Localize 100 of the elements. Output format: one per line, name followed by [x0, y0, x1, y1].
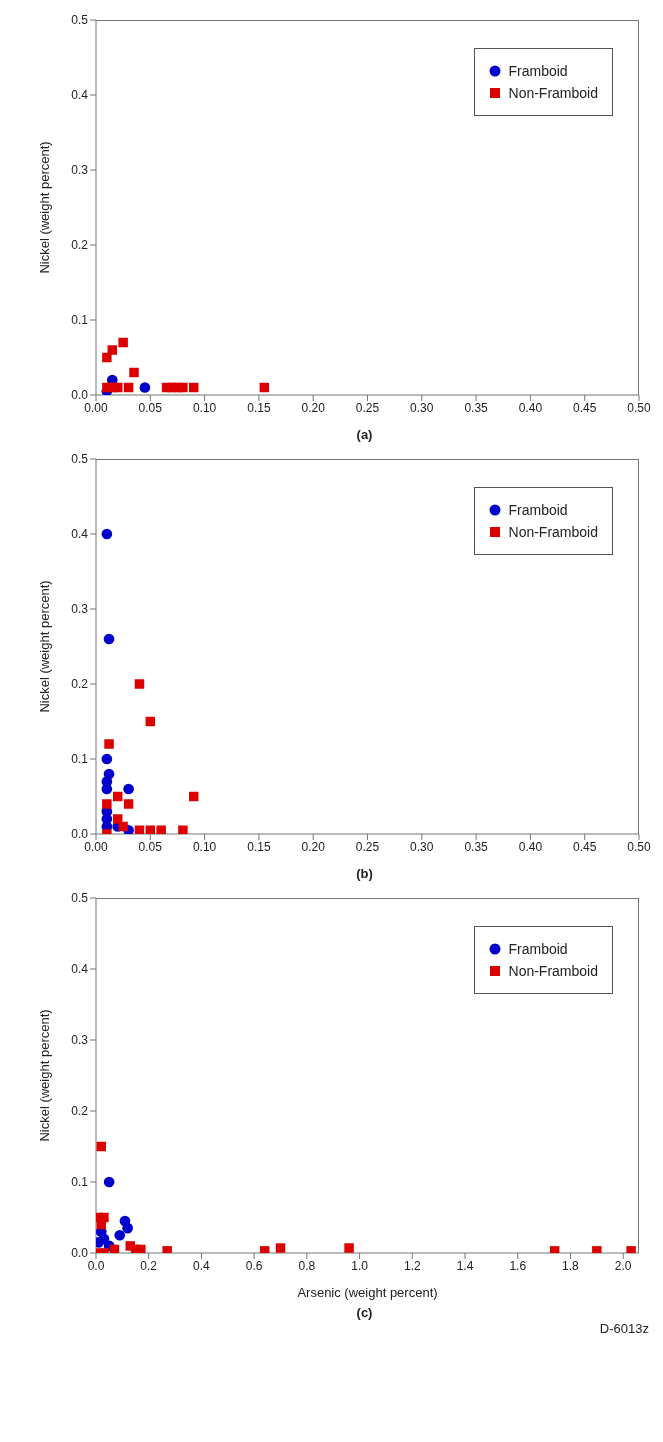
x-tick-label: 2.0 — [614, 1258, 632, 1273]
x-tick-label: 0.10 — [192, 400, 217, 415]
point — [107, 345, 118, 355]
y-tick-label: 0.2 — [71, 677, 89, 692]
point — [103, 633, 115, 645]
legend-label: Framboid — [508, 63, 568, 79]
y-axis-title: Nickel (weight percent) — [36, 141, 52, 274]
point — [101, 753, 113, 765]
point — [112, 382, 123, 393]
y-axis-title: Nickel (weight percent) — [36, 1009, 52, 1142]
point — [123, 783, 134, 795]
x-tick-label: 1.2 — [403, 1258, 421, 1273]
legend-label: Framboid — [508, 502, 568, 518]
y-tick-label: 0.1 — [71, 752, 89, 767]
x-tick-label: 0.20 — [301, 839, 326, 854]
x-tick-label: 0.50 — [627, 839, 651, 854]
x-tick-label: 0.05 — [138, 400, 163, 415]
x-tick-label: 0.50 — [627, 400, 651, 415]
x-tick-label: 0.25 — [355, 400, 380, 415]
point — [101, 528, 113, 540]
x-tick-label: 0.25 — [355, 839, 380, 854]
x-tick-label: 0.45 — [573, 400, 597, 415]
point — [178, 382, 188, 393]
y-tick-label: 0.1 — [71, 313, 89, 328]
point — [139, 382, 151, 393]
y-tick-label: 0.1 — [71, 1175, 89, 1190]
y-axis-title: Nickel (weight percent) — [36, 580, 52, 713]
y-tick-label: 0.0 — [71, 827, 89, 842]
x-tick-label: 0.20 — [301, 400, 326, 415]
point — [112, 814, 123, 824]
y-tick-label: 0.4 — [71, 527, 89, 542]
x-tick-label: 1.4 — [456, 1258, 474, 1273]
y-tick-label: 0.2 — [71, 238, 89, 253]
x-tick-label: 0.30 — [410, 400, 434, 415]
x-tick-label: 0.05 — [138, 839, 163, 854]
x-tick-label: 0.40 — [518, 839, 543, 854]
x-tick-label: 0.35 — [464, 400, 489, 415]
x-tick-label: 1.0 — [351, 1258, 369, 1273]
legend-label: Framboid — [508, 941, 568, 957]
x-tick-label: 0.8 — [298, 1258, 316, 1273]
x-tick-label: 0.15 — [247, 400, 271, 415]
y-tick-label: 0.3 — [71, 602, 89, 617]
x-tick-label: 0.2 — [140, 1258, 158, 1273]
point — [344, 1243, 354, 1253]
point — [122, 1222, 133, 1234]
x-tick-label: 0.30 — [410, 839, 434, 854]
x-tick-label: 0.4 — [193, 1258, 211, 1273]
point — [626, 1246, 636, 1253]
y-tick-label: 0.3 — [71, 163, 89, 178]
y-tick-label: 0.4 — [71, 962, 89, 977]
point — [112, 791, 123, 802]
x-tick-label: 0.15 — [247, 839, 271, 854]
text: D-6013z — [599, 1321, 649, 1336]
x-tick-label: 0.00 — [84, 400, 108, 415]
x-tick-label: 0.6 — [245, 1258, 263, 1273]
legend-label: Non-Framboid — [508, 963, 598, 979]
x-tick-label: 1.6 — [509, 1258, 527, 1273]
point — [189, 382, 199, 393]
point — [275, 1243, 286, 1253]
text: (c) — [355, 1305, 374, 1320]
point — [102, 352, 112, 363]
x-tick-label: 0.00 — [84, 839, 108, 854]
point — [109, 1244, 120, 1253]
point — [103, 1176, 115, 1188]
legend-label: Non-Framboid — [508, 524, 598, 540]
y-tick-label: 0.0 — [71, 388, 89, 403]
point — [123, 382, 134, 393]
point — [178, 825, 188, 834]
point — [123, 799, 134, 809]
point — [134, 679, 145, 689]
x-tick-label: 0.35 — [464, 839, 489, 854]
x-tick-label: 0.45 — [573, 839, 597, 854]
y-tick-label: 0.5 — [71, 452, 89, 467]
point — [259, 382, 270, 393]
y-tick-label: 0.0 — [71, 1246, 89, 1261]
x-tick-label: 0.10 — [192, 839, 217, 854]
point — [96, 1141, 107, 1152]
legend-label: Non-Framboid — [508, 85, 598, 101]
point — [189, 791, 199, 802]
x-axis-title: Arsenic (weight percent) — [297, 1285, 438, 1300]
point — [145, 716, 156, 727]
point — [592, 1246, 602, 1253]
y-tick-label: 0.4 — [71, 88, 89, 103]
point — [104, 739, 114, 749]
x-tick-label: 1.8 — [562, 1258, 580, 1273]
y-tick-label: 0.3 — [71, 1033, 89, 1048]
point — [156, 825, 166, 834]
point — [118, 337, 128, 348]
point — [162, 1246, 172, 1253]
x-tick-label: 0.40 — [518, 400, 543, 415]
y-tick-label: 0.2 — [71, 1104, 89, 1119]
point — [114, 1229, 126, 1241]
point — [136, 1244, 146, 1253]
x-tick-label: 0.0 — [87, 1258, 105, 1273]
point — [118, 821, 128, 832]
point — [129, 367, 139, 378]
point — [102, 799, 112, 809]
y-tick-label: 0.5 — [71, 891, 89, 906]
y-tick-label: 0.5 — [71, 13, 89, 28]
text: (a) — [355, 427, 374, 442]
